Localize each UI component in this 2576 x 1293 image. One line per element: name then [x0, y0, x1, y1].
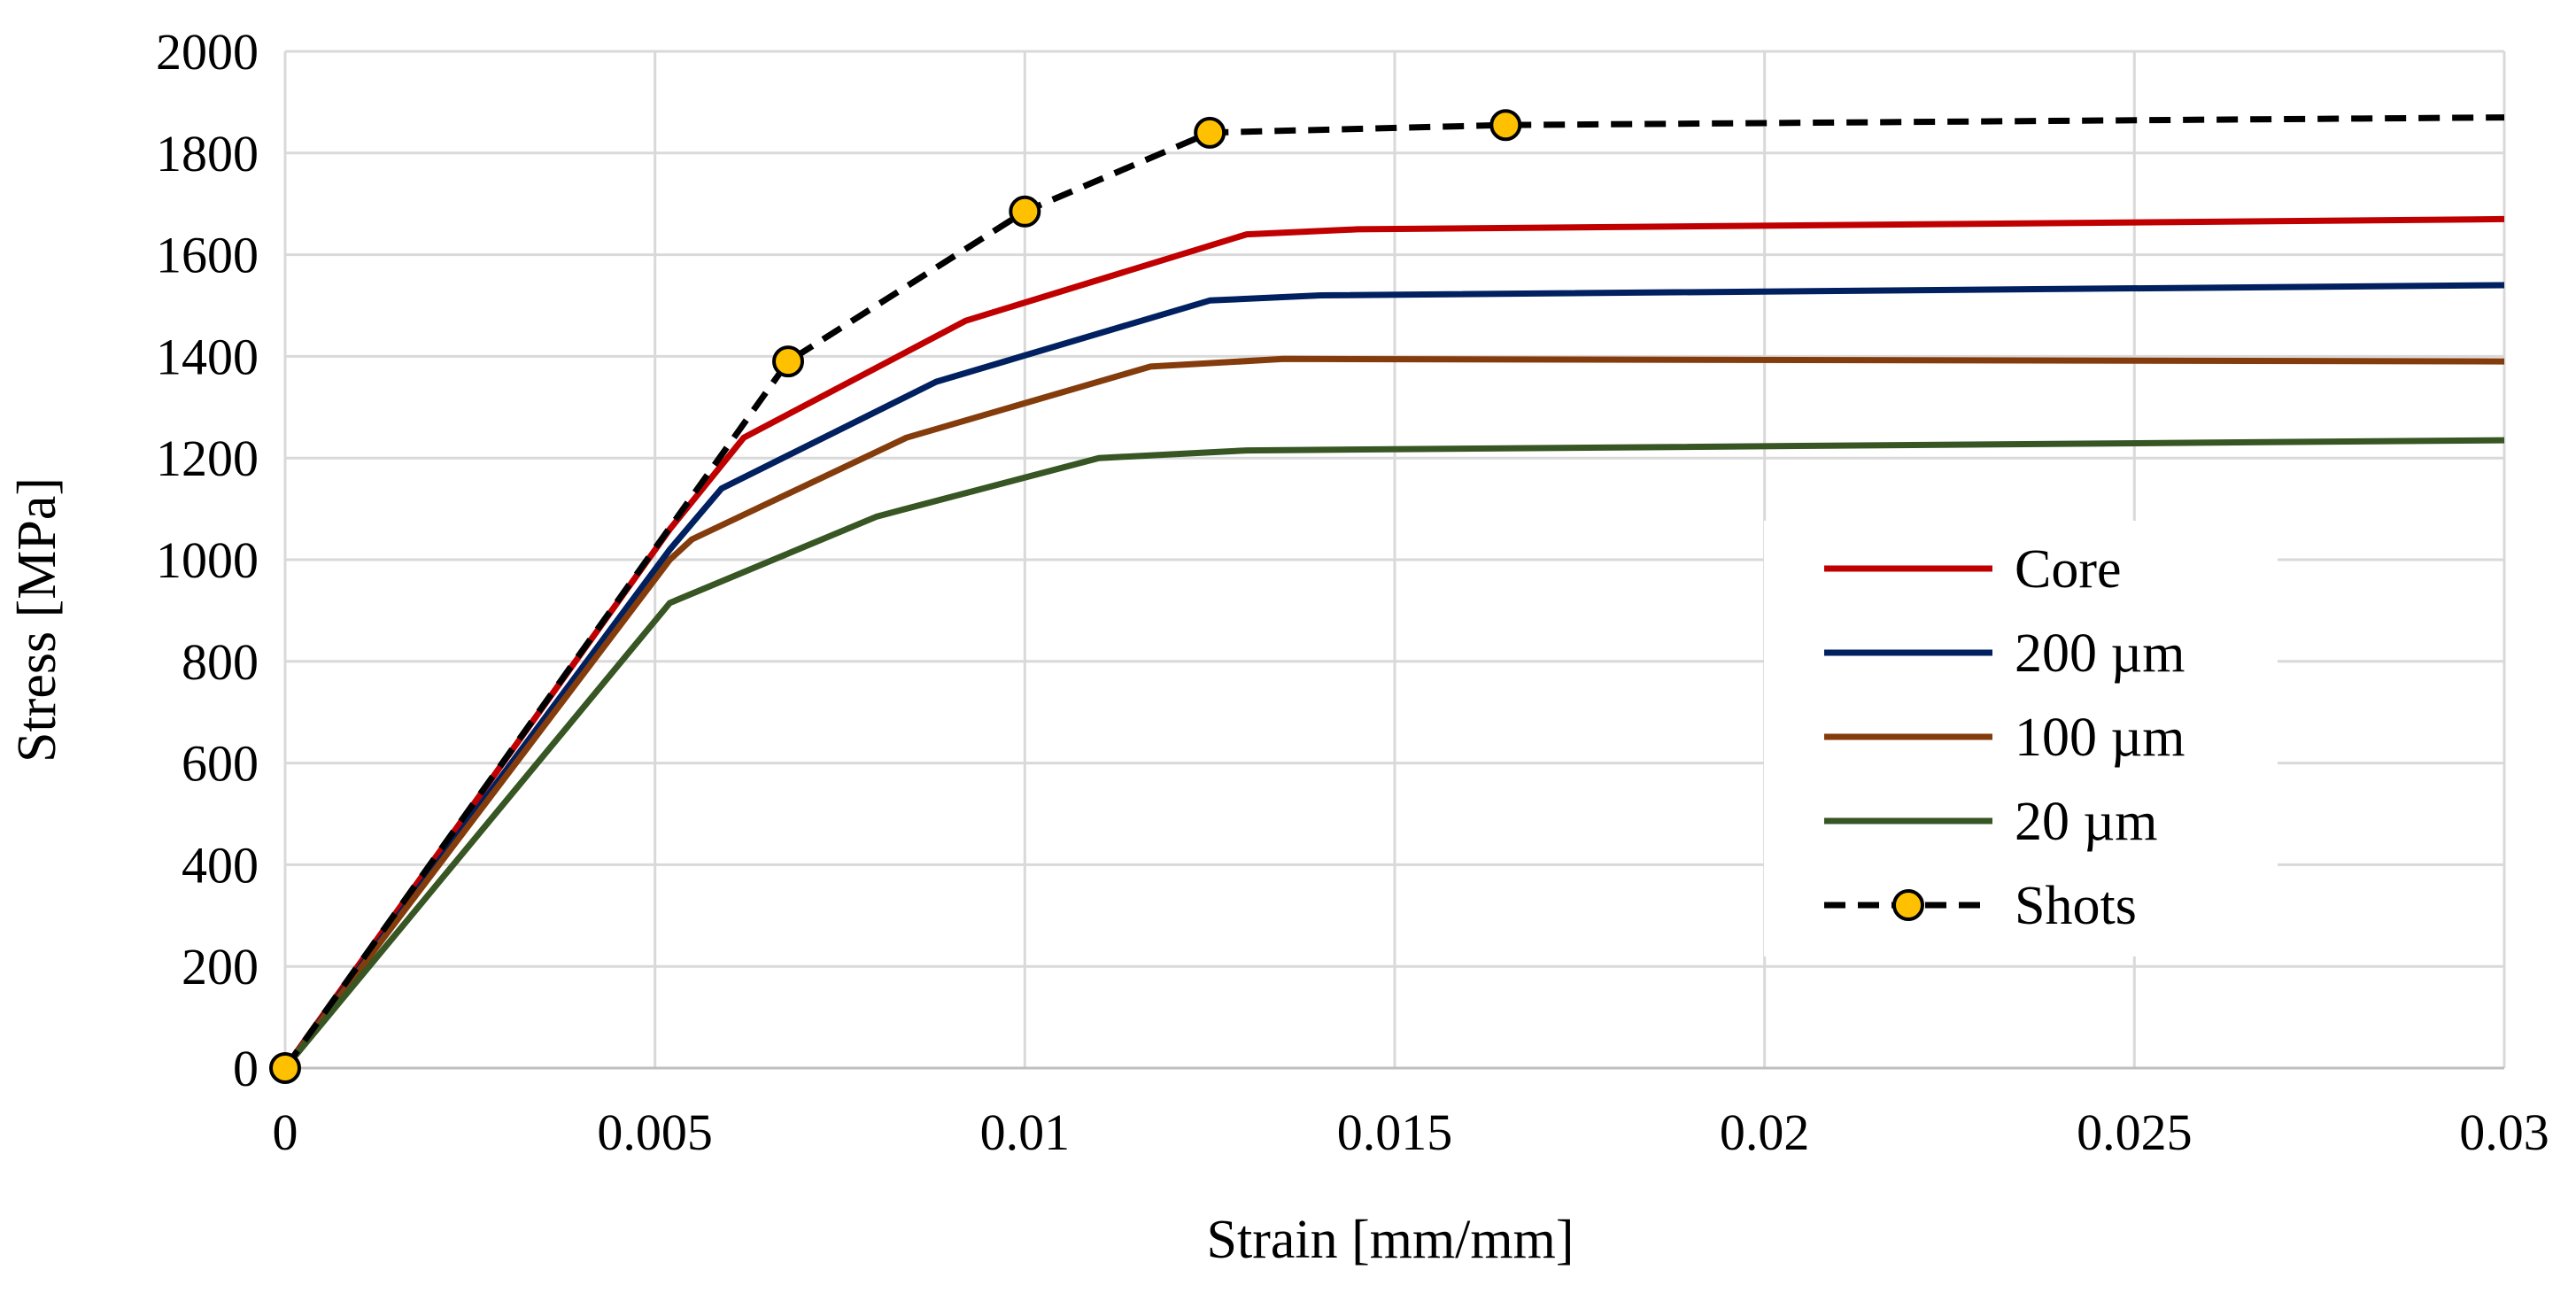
- legend-marker: [1892, 889, 1924, 921]
- y-tick-label: 1400: [156, 328, 259, 385]
- legend: Core 200 µm 100 µm 20 µm Shots: [1764, 521, 2278, 956]
- grid-lines: [283, 50, 2506, 1070]
- legend-label-3: 20 µm: [2015, 792, 2157, 852]
- shots-marker: [269, 1052, 301, 1084]
- x-tick-label: 0.025: [2077, 1103, 2193, 1161]
- shots-marker: [772, 345, 805, 378]
- y-tick-label: 1000: [156, 531, 259, 589]
- x-tick-label: 0.02: [1720, 1103, 1810, 1161]
- data-series: [282, 114, 2505, 1071]
- x-tick-label: 0.005: [597, 1103, 713, 1161]
- y-tick-label: 600: [182, 735, 259, 793]
- x-tick-label: 0.015: [1337, 1103, 1453, 1161]
- x-axis-title: Strain [mm/mm]: [1206, 1210, 1574, 1270]
- y-tick-label: 1800: [156, 125, 259, 182]
- x-tick-label: 0.03: [2459, 1103, 2549, 1161]
- data-markers: [269, 109, 1522, 1084]
- x-tick-label: 0.01: [980, 1103, 1071, 1161]
- shots-marker: [1489, 109, 1522, 142]
- shots-marker: [1194, 116, 1226, 149]
- legend-label-2: 100 µm: [2015, 708, 2185, 768]
- y-tick-label: 1600: [156, 227, 259, 284]
- series-line-4: [282, 114, 2505, 1071]
- shots-marker: [1009, 195, 1041, 228]
- y-tick-label: 0: [233, 1040, 259, 1097]
- y-axis-title: Stress [MPa]: [7, 477, 67, 763]
- legend-label-4: Shots: [2015, 876, 2137, 936]
- tick-labels: 0 200 400 600 800 1000 1200 1400 1600 1800 2000 0 0.…: [156, 23, 2549, 1161]
- legend-label-0: Core: [2015, 539, 2122, 600]
- series-line-2: [282, 355, 2505, 1071]
- y-tick-label: 200: [182, 938, 259, 995]
- series-line-0: [282, 215, 2505, 1071]
- x-tick-label: 0: [273, 1103, 298, 1161]
- y-tick-label: 800: [182, 633, 259, 691]
- legend-label-1: 200 µm: [2015, 623, 2185, 684]
- y-tick-label: 400: [182, 836, 259, 894]
- y-tick-label: 2000: [156, 23, 259, 81]
- series-line-1: [282, 282, 2505, 1071]
- series-line-3: [282, 437, 2505, 1071]
- y-tick-label: 1200: [156, 430, 259, 487]
